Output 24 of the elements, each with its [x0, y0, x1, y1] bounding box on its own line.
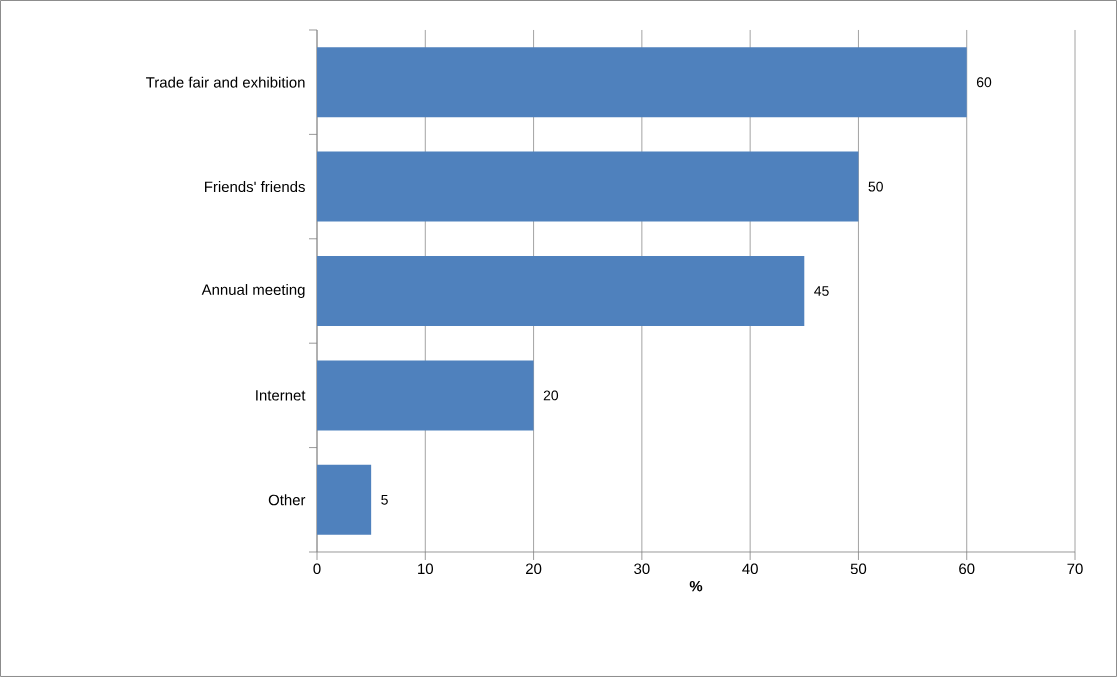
- y-tick-label: Other: [268, 494, 306, 506]
- x-tick-label: 10: [418, 563, 434, 575]
- y-tick-label: Internet: [256, 390, 306, 401]
- data-label: 60: [976, 77, 992, 88]
- y-tick-label: Friends' friends: [205, 181, 305, 193]
- data-label: 20: [543, 390, 559, 401]
- x-axis-title: %: [689, 580, 703, 592]
- y-tick-label: Annual meeting: [201, 284, 305, 298]
- x-tick-label: 30: [634, 563, 650, 575]
- bar: [317, 464, 372, 535]
- bar: [317, 360, 534, 431]
- data-label: 5: [381, 494, 388, 505]
- y-tick-label: Trade fair and exhibition: [146, 76, 305, 88]
- bar: [317, 151, 859, 222]
- x-tick-label: 60: [959, 563, 975, 575]
- bar: [317, 255, 805, 326]
- data-label: 50: [868, 181, 883, 192]
- data-label: 45: [814, 286, 829, 296]
- x-tick-label: 70: [1067, 563, 1083, 575]
- x-tick-label: 40: [742, 563, 758, 575]
- x-tick-label: 20: [526, 563, 542, 575]
- x-tick-label: 0: [313, 563, 321, 575]
- bar: [317, 47, 967, 118]
- x-tick-label: 50: [850, 563, 867, 575]
